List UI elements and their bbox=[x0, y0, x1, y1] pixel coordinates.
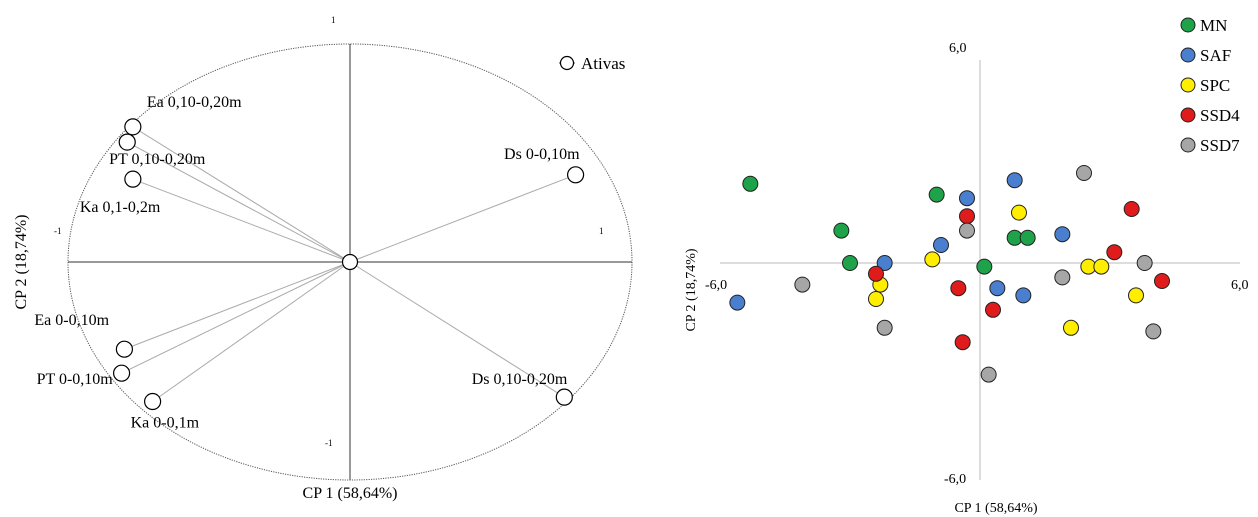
legend-label-ssd4: SSD4 bbox=[1200, 106, 1240, 125]
point-ssd4-1 bbox=[959, 208, 975, 225]
point-spc-7 bbox=[1128, 287, 1144, 304]
point-saf-5 bbox=[933, 237, 949, 253]
point-mn-6 bbox=[1019, 229, 1036, 246]
score-points bbox=[729, 165, 1170, 383]
legend-marker-saf bbox=[1180, 47, 1196, 63]
point-mn-7 bbox=[976, 258, 993, 275]
point-ka-0-1-0-2m bbox=[124, 170, 142, 188]
point-saf-6 bbox=[989, 280, 1006, 297]
tick-label-left: -1 bbox=[54, 226, 62, 236]
point-ssd7-3 bbox=[959, 222, 975, 239]
tick-label-bottom: -1 bbox=[325, 438, 333, 448]
point-saf-2 bbox=[876, 255, 893, 271]
tick-label-top: 6,0 bbox=[949, 41, 967, 56]
point-spc-1 bbox=[1011, 204, 1027, 221]
vector-ea-0-10-0-20m bbox=[132, 126, 351, 263]
point-ssd7-8 bbox=[980, 366, 997, 383]
legend-label-spc: SPC bbox=[1200, 76, 1230, 95]
tick-label-right: 6,0 bbox=[1231, 278, 1249, 293]
label-ds-0-10-0-20m: Ds 0,10-0,20m bbox=[472, 371, 568, 388]
legend-label-mn: MN bbox=[1200, 16, 1227, 35]
y-axis-title: CP 2 (18,74%) bbox=[13, 215, 30, 310]
point-mn-3 bbox=[833, 222, 850, 239]
point-saf-4 bbox=[1006, 172, 1023, 189]
label-pt-0-0-10m: PT 0-0,10m bbox=[37, 371, 114, 388]
point-ssd7-5 bbox=[1054, 269, 1071, 286]
vector-pt-0-0-10m bbox=[121, 261, 351, 374]
point-spc-8 bbox=[1063, 319, 1079, 336]
label-ea-0-10-0-20m: Ea 0,10-0,20m bbox=[147, 94, 242, 111]
legend-marker-ssd4 bbox=[1180, 107, 1196, 123]
point-pt-0-10-0-20m bbox=[118, 133, 136, 151]
label-pt-0-10-0-20m: PT 0,10-0,20m bbox=[109, 151, 206, 168]
legend-label: Ativas bbox=[581, 54, 625, 73]
point-ea-0-10-0-20m bbox=[124, 118, 142, 136]
legend: Ativas bbox=[559, 54, 625, 73]
point-ssd4-5 bbox=[954, 334, 971, 351]
legend-marker-mn bbox=[1180, 17, 1196, 33]
origin-point bbox=[341, 253, 359, 271]
point-spc-2 bbox=[924, 251, 941, 268]
point-mn-1 bbox=[742, 175, 759, 192]
point-ssd7-4 bbox=[1076, 165, 1092, 181]
point-pt-0-0-10m bbox=[112, 364, 131, 382]
point-ssd4-3 bbox=[950, 280, 967, 297]
point-ssd4-4 bbox=[985, 301, 1001, 318]
correlation-circle-chart: 1 -1 -1 1 CP 1 (58,64%) CP 2 (18,74%) Ea… bbox=[13, 15, 633, 502]
point-ka-0-0-1m bbox=[144, 392, 162, 411]
vector-ds-0-10-0-20m bbox=[349, 261, 565, 398]
vector-ds-0-0-10m bbox=[349, 174, 576, 263]
point-ssd4-7 bbox=[1106, 244, 1123, 261]
tick-label-left: -6,0 bbox=[705, 278, 727, 293]
legend-marker-spc bbox=[1180, 77, 1196, 93]
legend-label-saf: SAF bbox=[1200, 46, 1231, 65]
label-ka-0-1-0-2m: Ka 0,1-0,2m bbox=[80, 199, 161, 216]
point-saf-8 bbox=[1054, 226, 1071, 243]
point-ssd4-8 bbox=[1154, 273, 1170, 289]
point-mn-4 bbox=[842, 255, 858, 271]
point-saf-1 bbox=[729, 294, 746, 311]
point-ds-0-0-10m bbox=[566, 166, 585, 184]
legend: MN SAF SPC SSD4 SSD7 bbox=[1180, 16, 1240, 155]
point-saf-3 bbox=[959, 190, 975, 207]
point-spc-6 bbox=[1093, 258, 1110, 275]
point-ssd7-7 bbox=[1145, 323, 1162, 340]
point-saf-7 bbox=[1015, 287, 1032, 304]
legend-marker bbox=[559, 55, 575, 71]
label-ds-0-0-10m: Ds 0-0,10m bbox=[504, 146, 580, 163]
point-ssd7-1 bbox=[794, 276, 811, 293]
label-ea-0-0-10m: Ea 0-0,10m bbox=[34, 312, 109, 329]
vector-pt-0-10-0-20m bbox=[126, 141, 351, 263]
point-ssd7-2 bbox=[876, 319, 893, 336]
tick-label-bottom: -6,0 bbox=[944, 472, 966, 487]
variable-points: Ea 0,10-0,20m PT 0,10-0,20m Ka 0,1-0,2m Ds … bbox=[34, 94, 585, 432]
vector-ka-0-1-0-2m bbox=[132, 178, 351, 263]
x-axis-title: CP 1 (58,64%) bbox=[303, 485, 398, 502]
label-ka-0-0-1m: Ka 0-0,1m bbox=[131, 415, 200, 432]
legend-marker-ssd7 bbox=[1180, 137, 1196, 153]
legend-label-ssd7: SSD7 bbox=[1200, 136, 1240, 155]
point-mn-2 bbox=[928, 186, 945, 203]
point-ea-0-0-10m bbox=[115, 340, 134, 358]
point-ssd4-6 bbox=[1123, 201, 1140, 217]
x-axis-title: CP 1 (58,64%) bbox=[954, 501, 1037, 516]
point-spc-4 bbox=[868, 291, 884, 307]
point-ssd4-2 bbox=[868, 265, 884, 282]
y-axis-title: CP 2 (18,74%) bbox=[684, 248, 699, 331]
vector-ka-0-0-1m bbox=[152, 261, 351, 402]
vector-ea-0-0-10m bbox=[124, 261, 351, 350]
point-ssd7-6 bbox=[1136, 255, 1153, 271]
scores-scatter-chart: 6,0 -6,0 -6,0 6,0 CP 1 (58,64%) CP 2 (18… bbox=[684, 16, 1249, 516]
variable-vectors bbox=[121, 126, 576, 402]
tick-label-right: 1 bbox=[599, 226, 604, 236]
point-ds-0-10-0-20m bbox=[555, 388, 573, 406]
tick-label-top: 1 bbox=[331, 15, 336, 25]
